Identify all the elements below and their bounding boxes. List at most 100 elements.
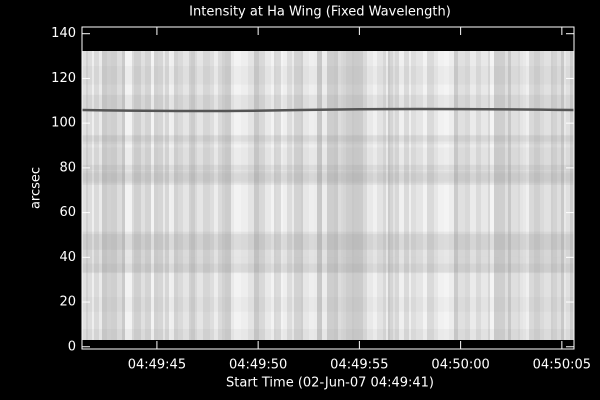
- image-stripe: [274, 27, 276, 349]
- y-tick-label: 0: [68, 339, 76, 354]
- image-stripe: [141, 27, 145, 349]
- image-haze: [82, 263, 574, 273]
- image-stripe: [363, 27, 367, 349]
- y-tick-label: 60: [59, 205, 76, 220]
- image-stripe: [352, 27, 354, 349]
- image-haze: [82, 147, 574, 170]
- image-stripe: [317, 27, 320, 349]
- image-stripe: [122, 27, 125, 349]
- image-stripe: [303, 27, 309, 349]
- image-stripe: [551, 27, 553, 349]
- image-stripe: [271, 27, 274, 349]
- image-stripe: [386, 27, 388, 349]
- image-stripe: [86, 27, 88, 349]
- image-stripe: [427, 27, 434, 349]
- image-stripe: [534, 27, 540, 349]
- image-stripe: [505, 27, 508, 349]
- image-features: [82, 27, 574, 349]
- image-stripe: [334, 27, 338, 349]
- image-stripe: [281, 27, 283, 349]
- image-stripe: [314, 27, 317, 349]
- image-haze: [82, 256, 574, 274]
- image-stripe: [254, 27, 259, 349]
- image-haze: [82, 171, 574, 183]
- image-haze: [82, 234, 574, 258]
- image-stripe: [322, 27, 327, 349]
- image-stripe: [276, 27, 281, 349]
- image-stripe: [561, 27, 564, 349]
- plot-frame: [81, 26, 575, 350]
- image-stripe: [454, 27, 458, 349]
- image-stripe: [234, 27, 241, 349]
- image-stripe: [470, 27, 476, 349]
- image-stripe: [231, 27, 234, 349]
- image-stripe: [151, 27, 154, 349]
- image-stripe: [132, 27, 134, 349]
- image-stripe: [444, 27, 449, 349]
- image-stripe: [557, 27, 561, 349]
- image-stripe: [564, 27, 566, 349]
- image-stripe: [88, 27, 92, 349]
- image-stripe: [518, 27, 520, 349]
- image-stripe: [283, 27, 287, 349]
- image-stripe: [476, 27, 481, 349]
- image-stripe: [416, 27, 423, 349]
- image-stripe: [434, 27, 438, 349]
- y-tick-label: 140: [51, 26, 76, 41]
- image-stripe: [117, 27, 122, 349]
- image-stripe: [393, 27, 395, 349]
- image-stripe: [171, 27, 174, 349]
- image-stripe: [520, 27, 523, 349]
- image-stripe: [241, 27, 248, 349]
- image-stripe: [301, 27, 303, 349]
- image-stripe: [499, 27, 505, 349]
- image-stripe: [262, 27, 265, 349]
- image-stripe: [189, 27, 191, 349]
- image-stripe: [102, 27, 107, 349]
- image-stripe: [222, 27, 225, 349]
- image-stripe: [191, 27, 195, 349]
- y-axis-label: arcsec: [29, 167, 44, 209]
- image-stripe: [178, 27, 183, 349]
- image-stripe: [346, 27, 352, 349]
- image-stripe: [570, 27, 574, 349]
- image-haze: [82, 173, 574, 182]
- image-stripe: [338, 27, 341, 349]
- image-stripe: [423, 27, 427, 349]
- image-stripe: [163, 27, 165, 349]
- image-stripe: [367, 27, 369, 349]
- image-stripe: [529, 27, 534, 349]
- image-stripe: [309, 27, 314, 349]
- image-stripe: [259, 27, 262, 349]
- image-stripe: [354, 27, 359, 349]
- image-stripe: [458, 27, 465, 349]
- image-stripe: [508, 27, 511, 349]
- image-stripe: [134, 27, 141, 349]
- image-stripe: [154, 27, 158, 349]
- dark-band-top: [82, 27, 574, 51]
- image-stripe: [94, 27, 99, 349]
- image-stripe: [488, 27, 490, 349]
- image-stripe: [511, 27, 518, 349]
- y-tick-label: 40: [59, 250, 76, 265]
- image-stripe: [540, 27, 544, 349]
- image-stripe: [359, 27, 363, 349]
- image-stripe: [523, 27, 526, 349]
- image-stripe: [165, 27, 169, 349]
- image-stripe: [248, 27, 254, 349]
- image-stripe: [292, 27, 294, 349]
- image-stripe: [210, 27, 214, 349]
- image-stripe: [449, 27, 454, 349]
- x-tick-label: 04:49:50: [229, 358, 287, 373]
- image-stripe: [490, 27, 494, 349]
- image-stripe: [438, 27, 444, 349]
- image-stripe: [197, 27, 203, 349]
- image-stripe: [395, 27, 399, 349]
- image-stripe: [125, 27, 132, 349]
- y-tick-label: 20: [59, 295, 76, 310]
- dark-band-bottom: [82, 340, 574, 349]
- image-stripe: [465, 27, 470, 349]
- image-stripe: [411, 27, 416, 349]
- image-stripe: [544, 27, 551, 349]
